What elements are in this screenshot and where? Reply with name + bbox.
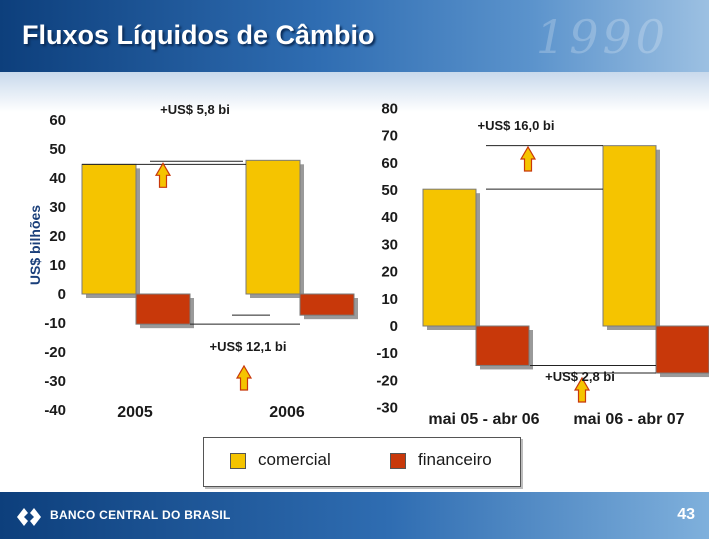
- y-tick-left-30: 30: [49, 199, 66, 216]
- y-tick-right-60: 60: [381, 155, 398, 172]
- bar-comercial-mai06: [602, 145, 657, 327]
- x-tick-2006: 2006: [269, 404, 305, 421]
- y-tick-left--10: -10: [44, 315, 66, 332]
- y-tick-right-20: 20: [381, 264, 398, 281]
- bar-comercial-mai05: [422, 188, 477, 327]
- bank-logo-icon: [17, 508, 41, 526]
- header-banner: 1990 Fluxos Líquidos de Câmbio: [0, 0, 709, 72]
- legend-swatch-financeiro: [390, 453, 406, 469]
- legend-label-financeiro: financeiro: [418, 450, 492, 469]
- y-tick-left--30: -30: [44, 373, 66, 390]
- x-tick-2005: 2005: [117, 404, 153, 421]
- y-tick-left-0: 0: [58, 286, 66, 303]
- y-tick-right--30: -30: [376, 400, 398, 417]
- y-tick-left--40: -40: [44, 402, 66, 419]
- chart-legend: comercial financeiro: [203, 437, 521, 487]
- slide-title: Fluxos Líquidos de Câmbio: [22, 20, 375, 50]
- bar-financeiro-2006: [299, 293, 355, 316]
- y-tick-right-10: 10: [381, 291, 398, 308]
- bar-comercial-2006: [245, 159, 301, 295]
- bar-financeiro-2005: [135, 293, 191, 325]
- legend-swatch-comercial: [230, 453, 246, 469]
- y-tick-right--20: -20: [376, 372, 398, 389]
- y-tick-left--20: -20: [44, 344, 66, 361]
- annotation-financeiro-variation-right: +US$ 2,8 bi: [545, 369, 615, 384]
- bar-financeiro-mai05: [475, 325, 530, 366]
- arrow-comercial-variation-right: [519, 145, 537, 172]
- header-decoration: 1990: [535, 10, 669, 64]
- y-tick-right-80: 80: [381, 100, 398, 117]
- annotation-comercial-variation: +US$ 5,8 bi: [160, 102, 230, 117]
- y-tick-left-40: 40: [49, 170, 66, 187]
- arrow-comercial-variation: [154, 162, 172, 188]
- y-tick-left-20: 20: [49, 228, 66, 245]
- bar-comercial-2005: [81, 163, 137, 295]
- x-tick-mai06-abr07: mai 06 - abr 07: [573, 411, 684, 428]
- legend-label-comercial: comercial: [258, 450, 331, 469]
- y-tick-right-40: 40: [381, 209, 398, 226]
- bank-name: BANCO CENTRAL DO BRASIL: [50, 508, 231, 522]
- header-fade: [0, 72, 709, 112]
- bar-financeiro-mai06: [655, 325, 709, 374]
- y-tick-left-60: 60: [49, 112, 66, 129]
- y-tick-right-50: 50: [381, 182, 398, 199]
- arrow-financeiro-variation: [235, 364, 253, 391]
- annotation-financeiro-variation: +US$ 12,1 bi: [210, 339, 287, 354]
- annotation-comercial-variation-right: +US$ 16,0 bi: [478, 118, 555, 133]
- y-tick-right-0: 0: [390, 318, 398, 335]
- y-tick-left-50: 50: [49, 141, 66, 158]
- arrow-financeiro-variation-right: [573, 376, 591, 403]
- x-tick-mai05-abr06: mai 05 - abr 06: [428, 411, 539, 428]
- y-axis-label: US$ bilhões: [27, 205, 43, 285]
- page-number: 43: [677, 506, 695, 523]
- y-tick-right-30: 30: [381, 236, 398, 253]
- footer-bar: BANCO CENTRAL DO BRASIL 43: [0, 492, 709, 539]
- y-tick-right--10: -10: [376, 345, 398, 362]
- y-tick-left-10: 10: [49, 257, 66, 274]
- y-tick-right-70: 70: [381, 128, 398, 145]
